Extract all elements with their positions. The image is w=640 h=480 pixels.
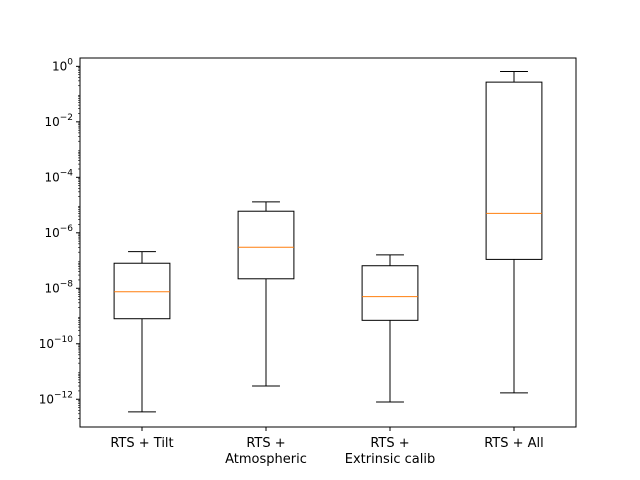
y-tick-label: 100 <box>52 57 73 73</box>
box <box>485 81 543 260</box>
y-tick-label: 10−4 <box>44 168 73 184</box>
box-group-4 <box>485 71 543 394</box>
y-tick-label: 10−2 <box>44 113 73 129</box>
box <box>237 210 295 280</box>
box-group-1 <box>113 251 171 413</box>
plot-frame <box>79 57 577 428</box>
y-tick-label: 10−10 <box>39 335 74 351</box>
x-tick-label: RTS + All <box>484 436 544 451</box>
y-tick-label: 10−12 <box>39 390 73 406</box>
x-tick-label: Extrinsic calib <box>345 452 435 467</box>
y-tick-label: 10−8 <box>44 279 73 295</box>
box-group-3 <box>361 254 419 403</box>
box <box>113 262 171 320</box>
y-axis: 100 10−2 10−4 10−6 10−8 10−10 10−12 <box>39 57 80 419</box>
x-tick-label: RTS + <box>370 436 409 451</box>
y-tick-label: 10−6 <box>44 224 73 240</box>
plot-marks <box>113 71 543 413</box>
box <box>361 265 419 321</box>
x-tick-label: RTS + <box>246 436 285 451</box>
x-tick-label: Atmospheric <box>225 452 307 467</box>
x-tick-label: RTS + Tilt <box>110 436 173 451</box>
box-group-2 <box>237 201 295 387</box>
